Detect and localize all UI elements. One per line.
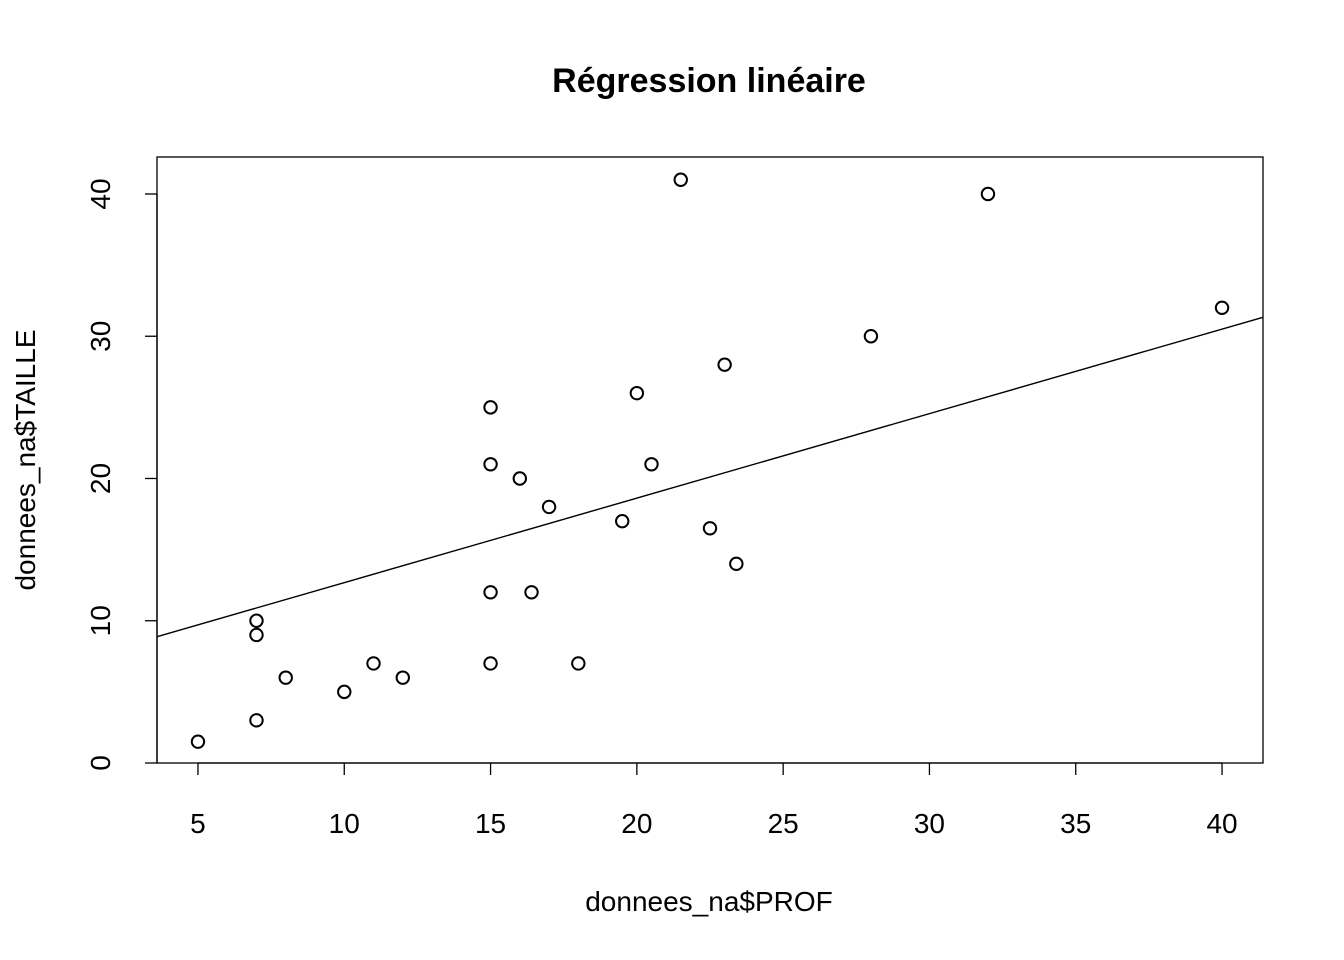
- data-point: [395, 670, 410, 685]
- data-point: [249, 713, 264, 728]
- data-point: [524, 585, 539, 600]
- x-tick-label: 35: [1060, 808, 1091, 839]
- data-point: [483, 400, 498, 415]
- data-point: [190, 734, 206, 749]
- x-tick-label: 5: [190, 808, 206, 839]
- plot-frame: [156, 156, 1264, 764]
- y-axis-label: donnees_na$TAILLE: [10, 329, 41, 590]
- data-point: [980, 186, 996, 202]
- data-point: [541, 499, 557, 515]
- data-point: [644, 457, 659, 472]
- regression-line: [156, 316, 1264, 638]
- data-point: [483, 585, 498, 600]
- y-tick-label: 30: [85, 321, 116, 352]
- chart-title: Régression linéaire: [552, 62, 866, 100]
- y-tick-label: 40: [85, 178, 116, 209]
- x-tick-label: 15: [475, 808, 506, 839]
- data-point: [337, 684, 352, 700]
- y-tick-label: 0: [85, 755, 116, 771]
- data-point: [249, 627, 264, 643]
- data-point: [483, 457, 498, 472]
- data-point: [249, 613, 264, 628]
- x-tick-label: 30: [914, 808, 945, 839]
- data-point: [512, 471, 528, 486]
- data-point: [863, 329, 879, 344]
- data-point: [278, 670, 293, 685]
- y-tick-label: 10: [85, 605, 116, 636]
- data-point: [1214, 300, 1230, 315]
- x-tick-label: 40: [1206, 808, 1237, 839]
- data-point: [673, 172, 688, 187]
- data-point: [571, 656, 586, 671]
- data-point: [717, 357, 732, 372]
- plot-area: 5 10 15 20 25 30 35 40 0 10 20 30 40: [85, 156, 1264, 839]
- y-tick-label: 20: [85, 463, 116, 494]
- data-point: [483, 656, 498, 671]
- x-axis-label: donnees_na$PROF: [585, 886, 833, 917]
- x-tick-label: 25: [768, 808, 799, 839]
- data-point: [615, 513, 630, 529]
- x-tick-label: 10: [329, 808, 360, 839]
- data-point: [702, 521, 718, 536]
- data-point: [629, 385, 645, 401]
- data-point: [729, 556, 744, 572]
- data-point: [366, 656, 381, 671]
- x-tick-label: 20: [621, 808, 652, 839]
